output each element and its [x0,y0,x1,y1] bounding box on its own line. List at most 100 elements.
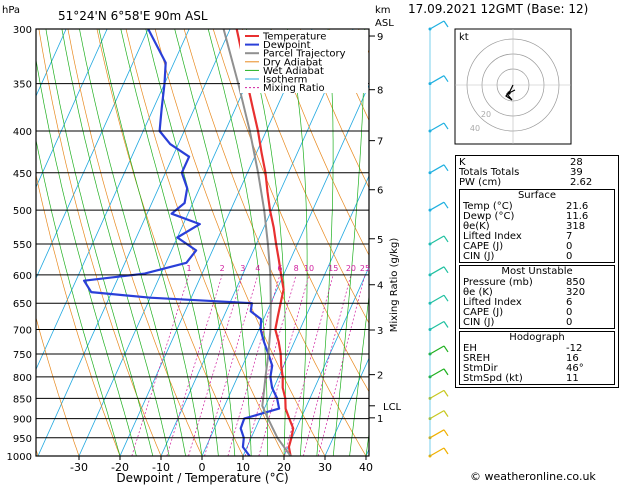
hodograph-label: StmSpd (kt) [463,373,523,384]
surface-label: CAPE (J) [463,241,504,252]
mixing-ratio-label: 4 [255,264,260,273]
surface-label: θe(K) [463,221,490,232]
km-tick-label: 6 [377,186,383,197]
pressure-tick-label: 500 [13,206,32,217]
dry-adiabat [300,29,369,189]
dry-adiabat [36,316,80,456]
mixing-ratio-label: 10 [304,264,314,273]
index-row: Totals Totals 39 [456,168,618,178]
isotherm-line [37,29,231,456]
hodograph-label: StmDir [463,363,498,374]
most-unstable-row: θe (K) 320 [460,288,614,298]
km-label: km [375,5,391,16]
surface-value: 0 [566,251,573,262]
mixing-ratio-label: 2 [220,264,225,273]
surface-row: Lifted Index 7 [460,232,614,242]
wind-barb-flag [443,20,449,28]
wind-barb [429,368,445,378]
wind-barb-flag [443,294,449,302]
hodograph-value: 16 [566,353,579,364]
km-tick-label: 1 [377,414,383,425]
mixing-ratio-line [303,274,352,456]
wind-barb-flag [443,345,449,353]
series-parcel-trajectory [222,29,292,456]
km-tick-label: 8 [377,86,383,97]
legend-label: Isotherm [263,75,307,86]
legend-label: Temperature [262,32,326,43]
pressure-tick-label: 750 [13,350,32,361]
hodograph-value: 46° [566,363,584,374]
hodograph-section: Hodograph EH -12 SREH 16 StmDir 46° StmSpd (kt… [459,331,615,385]
wind-barb [429,447,445,457]
x-tick-label: 40 [359,461,373,474]
wind-barb [429,20,445,30]
most-unstable-row: CAPE (J) 0 [460,308,614,318]
x-tick-label: 10 [236,461,250,474]
mixing-ratio-label: 6 [277,264,282,273]
wind-barb [429,320,445,331]
dry-adiabat [620,29,629,456]
dry-adiabat [67,29,203,456]
x-tick-label: 20 [277,461,291,474]
hodograph-unit: kt [459,32,469,43]
most-unstable-label: CAPE (J) [463,307,504,318]
isotherm-line [324,357,369,456]
wind-barb-flag [443,447,449,455]
surface-section: Surface Temp (°C) 21.6 Dewp (°C) 11.6 θe(K) 3… [459,189,615,263]
wind-barb [429,389,445,399]
hodograph-value: 11 [566,373,579,384]
credit-text: © weatheronline.co.uk [470,470,596,483]
most-unstable-value: 320 [566,287,586,298]
sounding-datetime: 17.09.2021 12GMT (Base: 12) [408,2,589,16]
asl-label: ASL [375,18,394,29]
surface-row: Dewp (°C) 11.6 [460,212,614,222]
mixing-ratio-axis-label: Mixing Ratio (g/kg) [389,238,400,333]
surface-row: CIN (J) 0 [460,252,614,262]
hodograph [454,28,572,145]
surface-label: Temp (°C) [463,201,513,212]
legend-label: Wet Adiabat [263,66,324,77]
wind-barb-flag [443,266,449,274]
legend-label: Mixing Ratio [263,83,325,94]
wet-adiabat [36,138,121,456]
hodograph-ring-label: 20 [481,110,491,119]
wind-barb [429,429,445,439]
surface-row: Temp (°C) 21.6 [460,202,614,212]
mixing-ratio-line [284,274,334,456]
series-dewpoint [82,29,281,456]
index-value: 28 [570,157,583,168]
wet-adiabat [45,29,154,456]
surface-title: Surface [517,190,557,201]
mixing-ratio-line [188,274,244,456]
wind-barb [429,410,445,420]
pressure-tick-label: 800 [13,373,32,384]
mixing-ratio-line [227,274,281,456]
mixing-ratio-line [244,274,297,456]
mixing-ratio-line [204,274,259,456]
hodograph-label: SREH [463,353,491,364]
pressure-tick-label: 850 [13,394,32,405]
wind-barbs [428,20,449,458]
wind-barb [429,75,445,85]
pressure-tick-label: 950 [13,434,32,445]
index-label: Totals Totals [459,167,520,178]
surface-value: 0 [566,241,573,252]
most-unstable-label: CIN (J) [463,317,495,328]
wind-barb-flag [443,390,449,397]
most-unstable-section: Most Unstable Pressure (mb) 850 θe (K) 320 L… [459,265,615,329]
isotherm-line [201,83,369,456]
wind-barb [429,294,445,304]
hodograph-row: SREH 16 [460,354,614,364]
x-tick-label: 0 [199,461,206,474]
pressure-tick-label: 1000 [7,452,32,463]
mixing-ratio-label: 15 [328,264,338,273]
most-unstable-value: 850 [566,277,586,288]
surface-label: Dewp (°C) [463,211,515,222]
x-axis-label: Dewpoint / Temperature (°C) [116,471,288,485]
most-unstable-label: Pressure (mb) [463,277,533,288]
wind-barb-flag [443,75,449,83]
mixing-ratio-label: 1 [186,264,191,273]
isotherm-line [36,29,108,189]
most-unstable-value: 0 [566,317,573,328]
